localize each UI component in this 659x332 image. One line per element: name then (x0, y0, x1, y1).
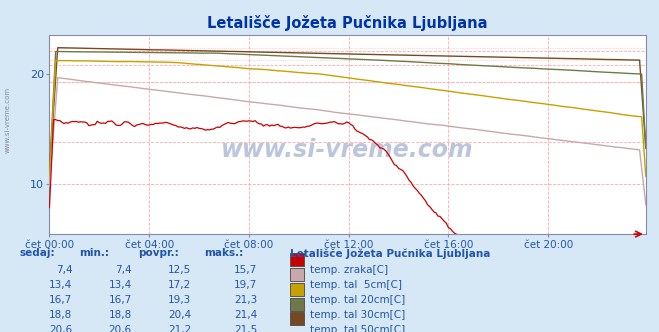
Text: temp. tal 30cm[C]: temp. tal 30cm[C] (310, 310, 405, 320)
Text: 18,8: 18,8 (49, 310, 72, 320)
Text: temp. zraka[C]: temp. zraka[C] (310, 265, 388, 275)
Text: povpr.:: povpr.: (138, 248, 179, 258)
Text: www.si-vreme.com: www.si-vreme.com (5, 86, 11, 153)
Text: 13,4: 13,4 (109, 280, 132, 290)
Text: www.si-vreme.com: www.si-vreme.com (221, 138, 474, 162)
FancyBboxPatch shape (290, 283, 304, 296)
Text: temp. tal 50cm[C]: temp. tal 50cm[C] (310, 325, 405, 332)
Title: Letališče Jožeta Pučnika Ljubljana: Letališče Jožeta Pučnika Ljubljana (208, 15, 488, 31)
Text: min.:: min.: (79, 248, 109, 258)
Text: 20,4: 20,4 (168, 310, 191, 320)
Text: 15,7: 15,7 (234, 265, 257, 275)
Text: 18,8: 18,8 (109, 310, 132, 320)
Text: 21,5: 21,5 (234, 325, 257, 332)
Text: 21,3: 21,3 (234, 295, 257, 305)
Text: 20,6: 20,6 (49, 325, 72, 332)
Text: 21,2: 21,2 (168, 325, 191, 332)
Text: 7,4: 7,4 (56, 265, 72, 275)
Text: temp. tal 20cm[C]: temp. tal 20cm[C] (310, 295, 405, 305)
Text: sedaj:: sedaj: (20, 248, 55, 258)
Text: 20,6: 20,6 (109, 325, 132, 332)
Text: 7,4: 7,4 (115, 265, 132, 275)
Text: Letališče Jožeta Pučnika Ljubljana: Letališče Jožeta Pučnika Ljubljana (290, 248, 490, 259)
FancyBboxPatch shape (290, 253, 304, 266)
Text: 13,4: 13,4 (49, 280, 72, 290)
FancyBboxPatch shape (290, 268, 304, 281)
Text: temp. tal  5cm[C]: temp. tal 5cm[C] (310, 280, 402, 290)
Text: maks.:: maks.: (204, 248, 244, 258)
FancyBboxPatch shape (290, 312, 304, 325)
FancyBboxPatch shape (290, 297, 304, 311)
Text: 12,5: 12,5 (168, 265, 191, 275)
Text: 16,7: 16,7 (109, 295, 132, 305)
Text: 16,7: 16,7 (49, 295, 72, 305)
Text: 19,7: 19,7 (234, 280, 257, 290)
Text: 21,4: 21,4 (234, 310, 257, 320)
Text: 19,3: 19,3 (168, 295, 191, 305)
Text: 17,2: 17,2 (168, 280, 191, 290)
